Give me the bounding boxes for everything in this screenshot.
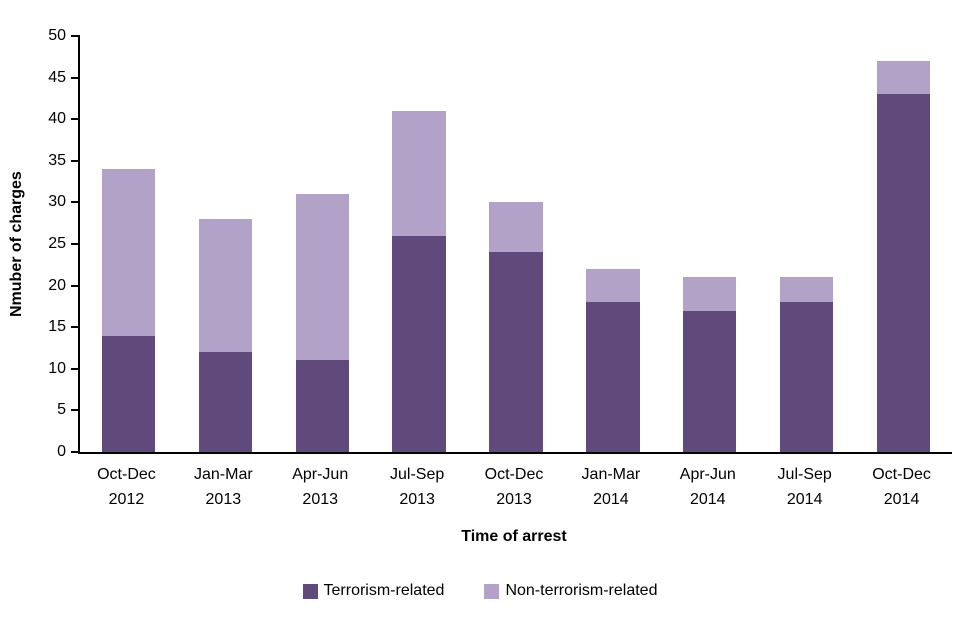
y-tick-mark <box>71 284 80 287</box>
y-tick-mark <box>71 76 80 79</box>
y-tick-label: 45 <box>48 68 66 86</box>
legend-item-terrorism: Terrorism-related <box>302 582 445 600</box>
x-axis-label: Apr-Jun 2013 <box>292 466 349 508</box>
bar-segment-non-terrorism <box>392 110 446 236</box>
bar-group <box>177 36 274 452</box>
bar-segment-non-terrorism <box>780 277 834 303</box>
bar-group <box>468 36 565 452</box>
x-axis-label: Jul-Sep 2014 <box>777 466 832 508</box>
bar-segment-non-terrorism <box>101 169 156 336</box>
bar-stack <box>876 36 931 452</box>
bar-group <box>564 36 661 452</box>
y-tick-mark <box>71 451 80 453</box>
bar-segment-terrorism <box>876 94 931 452</box>
x-axis-title: Time of arrest <box>461 528 567 545</box>
y-tick-mark <box>71 409 80 412</box>
plot-area: 0 5 10 15 20 25 30 35 40 45 50 <box>48 27 952 460</box>
legend: Terrorism-related Non-terrorism-related <box>0 582 960 600</box>
bar-segment-terrorism <box>101 335 156 452</box>
bar-stack <box>780 36 834 452</box>
bar-segment-terrorism <box>489 252 543 452</box>
bar-stack <box>489 36 543 452</box>
bar-segment-terrorism <box>780 302 834 452</box>
y-tick-mark <box>71 326 80 329</box>
bar-segment-non-terrorism <box>683 277 737 311</box>
y-tick-mark <box>71 159 80 162</box>
bar-group <box>371 36 468 452</box>
y-tick-mark <box>71 118 80 121</box>
bar-segment-terrorism <box>295 360 349 452</box>
y-tick-label: 50 <box>48 27 66 44</box>
bar-segment-non-terrorism <box>586 268 640 303</box>
bars <box>80 36 952 452</box>
legend-swatch-non-terrorism <box>484 583 500 599</box>
y-tick-mark <box>71 367 80 370</box>
y-tick-label: 30 <box>48 193 66 211</box>
x-axis-label: Apr-Jun 2014 <box>679 466 736 508</box>
legend-label-terrorism: Terrorism-related <box>323 582 445 599</box>
y-tick-label: 10 <box>48 359 66 377</box>
bar-group <box>758 36 855 452</box>
bar-group <box>80 36 177 452</box>
bar-segment-non-terrorism <box>876 60 931 95</box>
y-tick-label: 20 <box>48 276 66 294</box>
bar-stack <box>586 36 640 452</box>
legend-label-non-terrorism: Non-terrorism-related <box>505 582 658 599</box>
bar-group <box>274 36 371 452</box>
bar-stack <box>683 36 737 452</box>
y-tick-label: 35 <box>48 151 66 169</box>
x-axis-label: Jan-Mar 2013 <box>193 466 253 508</box>
y-axis-title: Nmuber of charges <box>8 171 25 317</box>
x-axis-label: Jan-Mar 2014 <box>581 466 641 508</box>
bar-segment-terrorism <box>198 352 252 452</box>
y-tick-label: 40 <box>48 110 66 128</box>
legend-swatch-terrorism <box>302 583 318 599</box>
bar-segment-terrorism <box>683 310 737 452</box>
y-tick-label: 15 <box>48 318 66 336</box>
x-axis-label: Oct-Dec 2014 <box>872 466 931 508</box>
y-tick-mark <box>71 35 80 37</box>
y-tick-mark <box>71 201 80 204</box>
x-axis-labels: Oct-Dec 2012 Jan-Mar 2013 Apr-Jun 2013 Jul-Sep… <box>78 462 950 512</box>
bar-stack <box>295 36 349 452</box>
bar-stack <box>392 36 446 452</box>
bar-group <box>855 36 952 452</box>
x-axis-label: Jul-Sep 2013 <box>389 466 445 508</box>
bar-stack <box>198 36 252 452</box>
bar-stack <box>101 36 156 452</box>
bar-group <box>661 36 758 452</box>
x-axis-label: Oct-Dec 2013 <box>484 466 544 508</box>
bar-segment-non-terrorism <box>198 219 252 353</box>
legend-item-non-terrorism: Non-terrorism-related <box>484 582 657 600</box>
y-tick-label: 5 <box>57 401 66 419</box>
y-tick-mark <box>71 243 80 245</box>
y-tick-label: 25 <box>48 235 66 252</box>
x-axis-label: Oct-Dec 2012 <box>97 466 156 508</box>
bar-segment-terrorism <box>586 302 640 452</box>
bar-segment-terrorism <box>392 235 446 452</box>
y-tick-label: 0 <box>57 443 66 460</box>
bar-segment-non-terrorism <box>295 194 349 361</box>
bar-segment-non-terrorism <box>489 202 543 253</box>
